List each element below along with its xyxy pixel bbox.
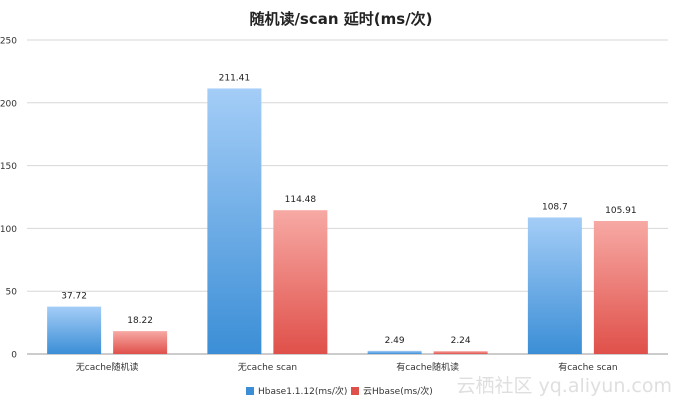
data-label: 18.22 (127, 316, 153, 326)
chart-title: 随机读/scan 延时(ms/次) (249, 10, 432, 28)
y-tick-label: 250 (0, 37, 17, 47)
data-label: 108.7 (542, 202, 568, 212)
data-label: 105.91 (605, 206, 637, 216)
data-label: 114.48 (285, 195, 317, 205)
legend-label-series-1: Hbase1.1.12(ms/次) (258, 385, 347, 397)
x-axis-labels: 无cache随机读 无cache scan 有cache随机读 有cache scan (76, 361, 618, 373)
bar-series-1 (207, 88, 262, 354)
legend: Hbase1.1.12(ms/次) 云Hbase(ms/次) (246, 385, 433, 397)
y-tick-label: 0 (11, 351, 17, 361)
x-tick-label: 有cache scan (558, 361, 617, 373)
data-label: 2.49 (385, 336, 405, 346)
bar-series-2 (593, 220, 648, 354)
y-tick-label: 50 (6, 288, 18, 298)
data-label: 37.72 (61, 292, 87, 302)
data-labels: 37.72 18.22 211.41 114.48 2.49 2.24 108.7 105.9… (61, 73, 636, 346)
bars (47, 88, 648, 354)
watermark: 云栖社区 yq.aliyun.com (456, 375, 672, 397)
bar-series-2 (113, 331, 168, 354)
bar-series-2 (433, 351, 488, 354)
data-label: 211.41 (219, 73, 251, 83)
legend-label-series-2: 云Hbase(ms/次) (363, 385, 433, 397)
y-tick-label: 200 (0, 99, 17, 109)
bar-series-1 (527, 217, 582, 354)
bar-series-2 (273, 210, 328, 354)
y-tick-label: 100 (0, 225, 17, 235)
legend-swatch-series-2 (351, 387, 359, 395)
y-tick-label: 150 (0, 162, 17, 172)
x-tick-label: 无cache scan (238, 362, 297, 373)
x-tick-label: 有cache随机读 (396, 361, 459, 373)
data-label: 2.24 (451, 336, 471, 346)
x-tick-label: 无cache随机读 (76, 361, 139, 373)
legend-swatch-series-1 (246, 387, 254, 395)
bar-series-1 (47, 306, 102, 354)
y-axis-ticks: 0 50 100 150 200 250 (0, 37, 17, 361)
bar-series-1 (367, 350, 422, 354)
